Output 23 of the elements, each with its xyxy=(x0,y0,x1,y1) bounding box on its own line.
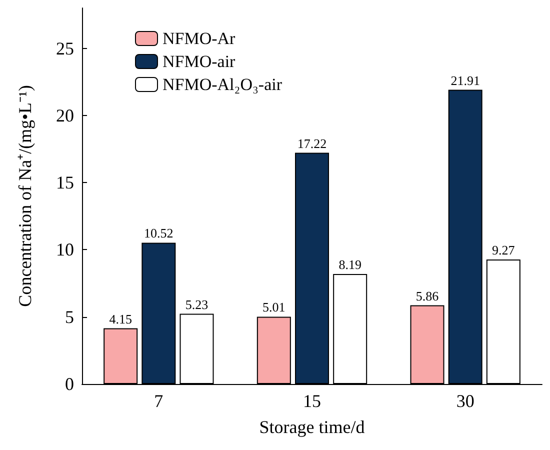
y-tick-label: 20 xyxy=(56,105,74,126)
data-label: 17.22 xyxy=(297,136,327,151)
x-tick-label: 7 xyxy=(154,391,164,411)
y-tick-label: 25 xyxy=(56,38,74,58)
data-label: 5.86 xyxy=(416,288,440,304)
data-label: 8.19 xyxy=(338,257,362,272)
data-label: 9.27 xyxy=(492,242,516,258)
legend-label: NFMO-air xyxy=(162,52,236,71)
y-tick-label: 15 xyxy=(56,172,74,193)
y-tick-label: 5 xyxy=(65,306,74,327)
data-label: 5.23 xyxy=(185,296,208,312)
y-axis-title: Concentration of Na⁺/(mg•L⁻¹) xyxy=(15,85,35,307)
legend-label: NFMO-Al₂O₃-air xyxy=(162,75,282,94)
data-label: 10.52 xyxy=(144,226,174,241)
data-label: 4.15 xyxy=(109,311,132,326)
x-tick-label: 15 xyxy=(303,391,321,411)
x-tick-label: 30 xyxy=(456,391,474,411)
legend-label: NFMO-Ar xyxy=(162,29,236,48)
y-tick-label: 0 xyxy=(65,374,74,394)
data-label: 21.91 xyxy=(450,72,480,88)
data-label: 5.01 xyxy=(262,300,286,315)
x-axis-title: Storage time/d xyxy=(259,417,365,437)
y-tick-label: 10 xyxy=(56,240,74,260)
